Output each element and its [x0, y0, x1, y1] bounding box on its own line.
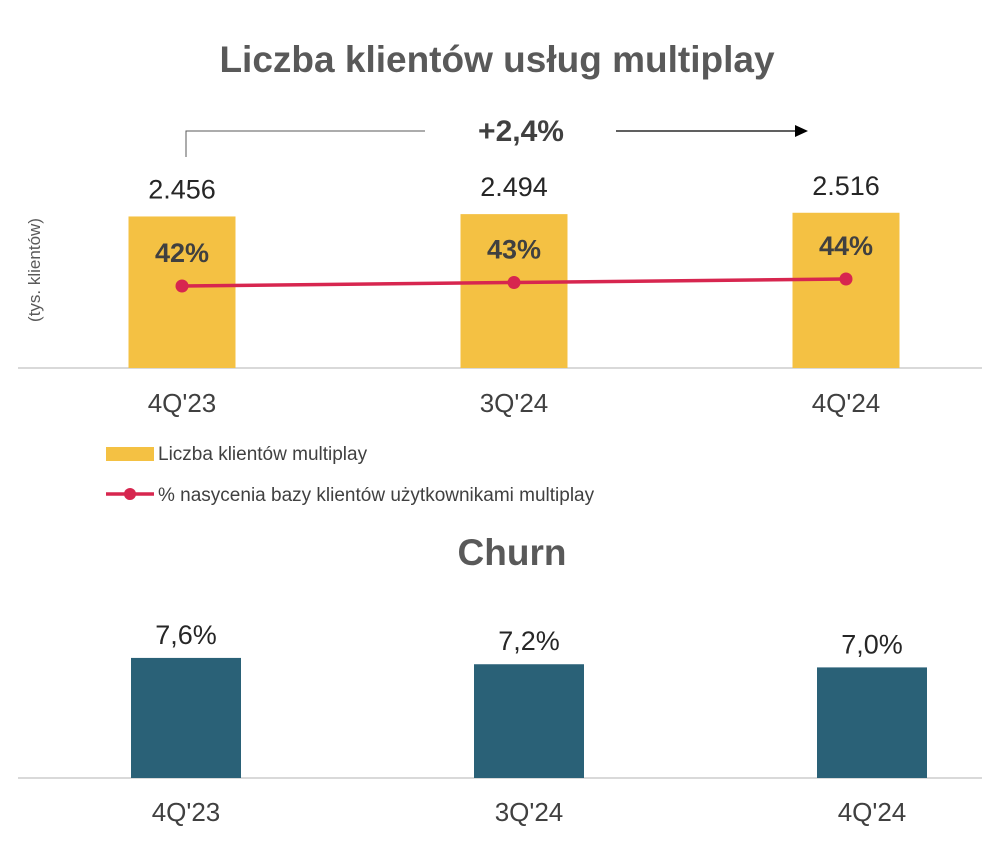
chart2-title: Churn [458, 532, 567, 573]
churn-bar-value-label: 7,6% [155, 620, 217, 650]
growth-bracket [185, 130, 425, 157]
multiplay-bar [460, 214, 568, 368]
churn-bar-value-label: 7,0% [841, 629, 903, 659]
saturation-value-label: 43% [487, 235, 541, 265]
saturation-value-label: 42% [155, 238, 209, 268]
churn-bar [474, 664, 584, 778]
chart1-x-tick-label: 4Q'24 [812, 388, 881, 418]
multiplay-bar-value-label: 2.516 [812, 171, 880, 201]
multiplay-bar-value-label: 2.494 [480, 172, 548, 202]
saturation-point [507, 276, 521, 289]
growth-arrowhead [795, 125, 808, 137]
chart1-y-axis-label: (tys. klientów) [25, 218, 44, 322]
growth-label: +2,4% [478, 115, 564, 148]
chart1-title: Liczba klientów usług multiplay [219, 39, 774, 80]
churn-bar [817, 667, 927, 778]
saturation-point [175, 279, 189, 293]
chart2-marks: 7,6% 7,2% 7,0% 4Q'23 3Q'24 4Q'24 [131, 620, 927, 827]
legend-swatch-bar [106, 447, 154, 461]
chart1-marks: 2.456 2.494 2.516 4Q'23 3Q'24 4Q'24 42% 43% 44% [128, 171, 900, 418]
chart1-x-tick-label: 3Q'24 [480, 388, 549, 418]
legend-swatch-marker [124, 488, 136, 500]
churn-bar-value-label: 7,2% [498, 626, 560, 656]
chart2-x-tick-label: 4Q'23 [152, 797, 221, 827]
chart2-x-tick-label: 3Q'24 [495, 797, 564, 827]
churn-bar [131, 657, 241, 778]
chart2-x-tick-label: 4Q'24 [838, 797, 907, 827]
multiplay-bar-value-label: 2.456 [148, 174, 216, 204]
legend-label-line: % nasycenia bazy klientów użytkownikami … [158, 485, 595, 506]
legend-label-bar: Liczba klientów multiplay [158, 444, 368, 465]
chart1-x-tick-label: 4Q'23 [148, 388, 217, 418]
saturation-point [839, 272, 853, 286]
saturation-value-label: 44% [819, 231, 873, 261]
multiplay-bar [792, 212, 900, 368]
